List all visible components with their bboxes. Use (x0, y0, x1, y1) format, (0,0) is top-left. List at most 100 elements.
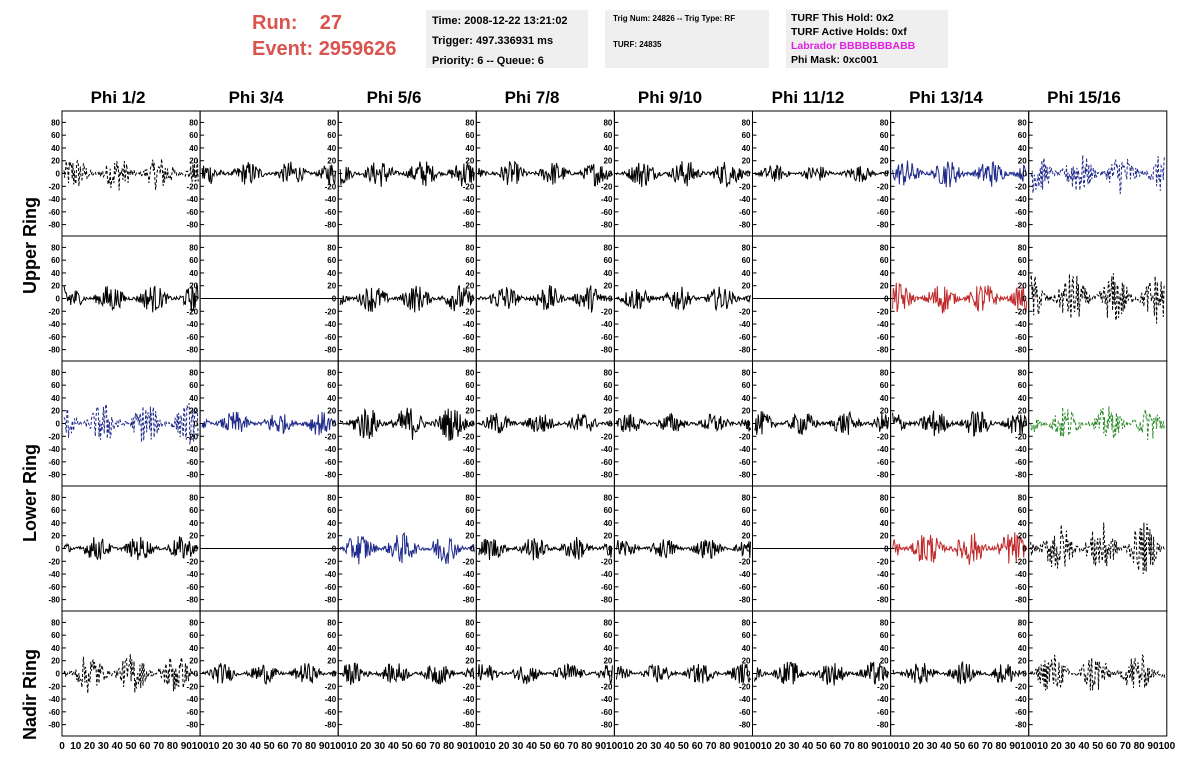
y-tick-label: -80 (739, 346, 751, 355)
y-tick-label: 20 (189, 532, 198, 541)
y-tick-label: 40 (189, 394, 198, 403)
x-tick-label: 90 (1147, 741, 1159, 752)
waveform-trace (1030, 522, 1166, 575)
y-tick-label: -40 (877, 195, 889, 204)
y-tick-label: 0 (194, 670, 199, 679)
waveform-trace (1030, 653, 1166, 691)
y-tick-label: -80 (463, 596, 475, 605)
y-tick-label: 20 (603, 157, 612, 166)
y-tick-label: 80 (603, 368, 612, 377)
y-tick-label: 60 (603, 256, 612, 265)
y-tick-label: -20 (187, 307, 199, 316)
y-tick-label: -60 (48, 708, 60, 717)
y-tick-label: -60 (601, 583, 613, 592)
y-tick-label: 0 (194, 420, 199, 429)
y-tick-label: -20 (325, 182, 337, 191)
y-tick-label: 20 (880, 657, 889, 666)
y-tick-label: -80 (325, 346, 337, 355)
y-tick-label: 0 (470, 420, 475, 429)
run-label: Run: (252, 12, 298, 34)
y-tick-label: 60 (51, 256, 60, 265)
y-tick-label: -80 (48, 596, 60, 605)
y-tick-label: 80 (742, 368, 751, 377)
x-tick-label: 100 (606, 741, 623, 752)
y-tick-label: 40 (327, 519, 336, 528)
y-tick-label: -20 (739, 307, 751, 316)
y-tick-label: -80 (739, 471, 751, 480)
x-tick-label: 20 (1051, 741, 1063, 752)
y-tick-label: 60 (880, 506, 889, 515)
y-tick-label: -60 (1015, 458, 1027, 467)
y-tick-label: 80 (465, 618, 474, 627)
y-tick-label: -80 (48, 721, 60, 730)
y-tick-label: 40 (603, 519, 612, 528)
y-tick-label: 80 (465, 493, 474, 502)
trigger-text: Trigger: 497.336931 ms (432, 35, 554, 47)
y-tick-label: -40 (325, 570, 337, 579)
y-tick-label: 40 (327, 644, 336, 653)
y-tick-label: -20 (1015, 307, 1027, 316)
y-tick-label: 0 (608, 295, 613, 304)
y-tick-label: 20 (1018, 407, 1027, 416)
y-tick-label: 0 (332, 420, 337, 429)
y-tick-label: 20 (1018, 657, 1027, 666)
y-tick-label: -60 (48, 333, 60, 342)
y-tick-label: -20 (187, 557, 199, 566)
y-tick-label: -20 (601, 307, 613, 316)
y-tick-label: 0 (332, 545, 337, 554)
y-tick-label: 20 (465, 157, 474, 166)
y-tick-label: 40 (603, 269, 612, 278)
y-tick-label: 80 (880, 368, 889, 377)
y-tick-label: 0 (746, 670, 751, 679)
x-tick-label: 70 (844, 741, 856, 752)
y-tick-label: 40 (465, 394, 474, 403)
y-tick-label: -80 (1015, 596, 1027, 605)
x-tick-label: 40 (940, 741, 952, 752)
y-tick-label: 20 (742, 157, 751, 166)
y-tick-label: -80 (463, 721, 475, 730)
y-tick-label: -80 (48, 221, 60, 230)
x-tick-label: 20 (775, 741, 787, 752)
y-tick-label: 20 (189, 282, 198, 291)
y-tick-label: 20 (465, 532, 474, 541)
x-tick-label: 60 (554, 741, 566, 752)
y-tick-label: -20 (601, 682, 613, 691)
x-tick-label: 50 (1092, 741, 1104, 752)
y-tick-label: 20 (603, 282, 612, 291)
y-tick-label: 60 (1018, 131, 1027, 140)
x-tick-label: 70 (291, 741, 303, 752)
y-tick-label: -60 (877, 208, 889, 217)
y-tick-label: -60 (739, 333, 751, 342)
y-tick-label: 80 (880, 493, 889, 502)
y-tick-label: 80 (742, 493, 751, 502)
x-tick-label: 20 (360, 741, 372, 752)
y-tick-label: 0 (884, 170, 889, 179)
y-tick-label: -80 (739, 721, 751, 730)
x-tick-label: 60 (968, 741, 980, 752)
y-tick-label: 80 (327, 493, 336, 502)
y-tick-label: 80 (1018, 618, 1027, 627)
y-tick-label: -40 (601, 695, 613, 704)
y-tick-label: 0 (746, 545, 751, 554)
x-tick-label: 10 (1037, 741, 1049, 752)
x-tick-label: 60 (692, 741, 704, 752)
x-tick-label: 80 (1134, 741, 1146, 752)
x-tick-label: 70 (567, 741, 579, 752)
y-tick-label: -80 (601, 221, 613, 230)
x-tick-label: 70 (982, 741, 994, 752)
y-tick-label: 60 (603, 381, 612, 390)
y-tick-label: -60 (325, 333, 337, 342)
y-tick-label: 0 (194, 545, 199, 554)
y-tick-label: 40 (880, 644, 889, 653)
x-tick-label: 10 (761, 741, 773, 752)
y-tick-label: -20 (463, 682, 475, 691)
x-tick-label: 100 (192, 741, 209, 752)
y-tick-label: -80 (877, 471, 889, 480)
y-tick-label: 60 (189, 631, 198, 640)
waveform-trace (63, 403, 199, 445)
y-tick-label: 40 (742, 519, 751, 528)
y-tick-label: -40 (463, 195, 475, 204)
x-tick-label: 40 (388, 741, 400, 752)
waveform-trace (892, 660, 1027, 685)
y-tick-label: 60 (327, 131, 336, 140)
